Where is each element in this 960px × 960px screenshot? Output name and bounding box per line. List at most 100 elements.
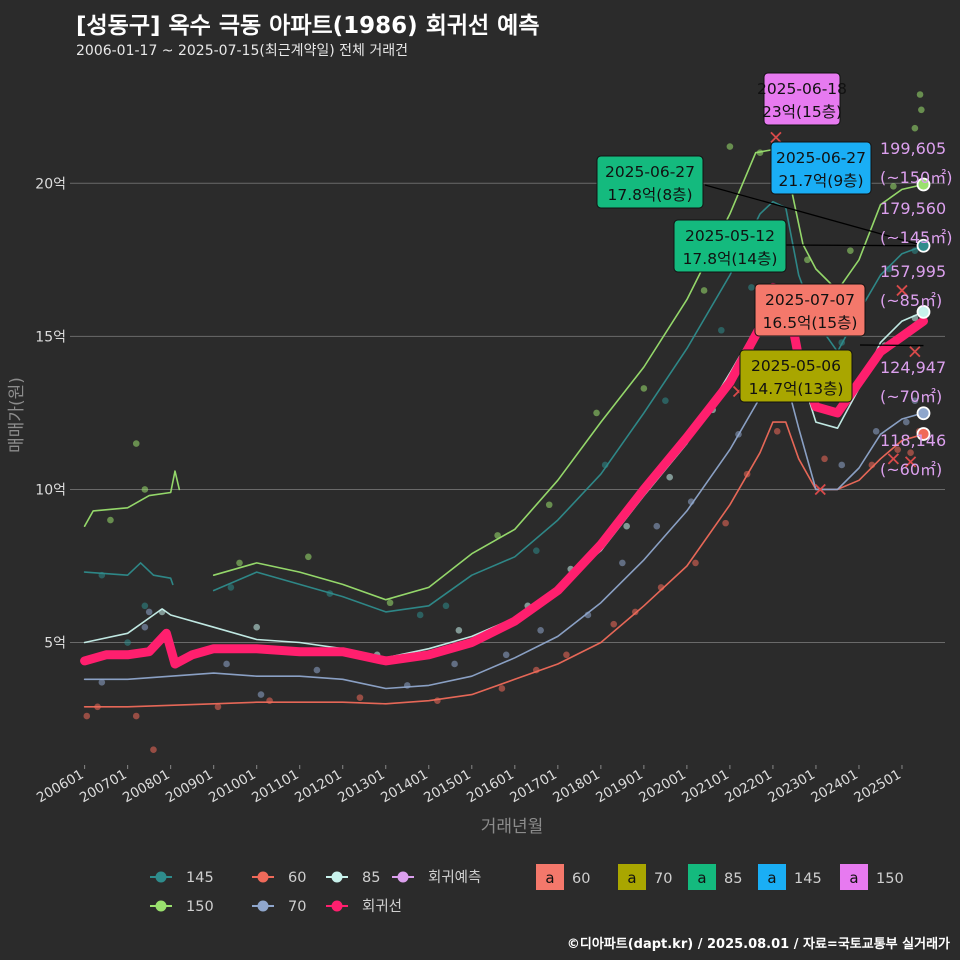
legend-dot-85 (331, 871, 343, 883)
scatter-point-85 (253, 623, 261, 631)
y-tick-label: 5억 (44, 636, 66, 652)
callout-date: 2025-07-07 (765, 291, 855, 309)
y-tick-label: 10억 (35, 482, 66, 498)
scatter-point-70 (872, 427, 880, 435)
scatter-point-60 (773, 427, 781, 435)
legend-label: 145 (794, 871, 822, 887)
series-line-150 (83, 470, 181, 527)
chart-title: [성동구] 옥수 극동 아파트(1986) 회귀선 예측 (76, 13, 540, 39)
legend-label: 150 (186, 899, 214, 915)
scatter-point-70 (141, 623, 149, 631)
scatter-point-145 (416, 611, 424, 619)
prediction-value-label: 179,560 (880, 199, 946, 218)
scatter-point-85 (455, 626, 463, 634)
scatter-point-70 (223, 660, 230, 668)
prediction-area-label: (~85㎡) (880, 291, 942, 310)
legend-label: 회귀선 (362, 898, 402, 915)
scatter-point-150 (141, 486, 149, 493)
scatter-point-145 (533, 547, 540, 554)
legend-box-60 (536, 864, 564, 890)
callout-box-60 (754, 283, 866, 337)
legend-label: 60 (288, 870, 306, 886)
legend-box-glyph: a (767, 869, 776, 887)
scatter-point-70 (98, 679, 106, 686)
y-axis-title: 매매가(원) (7, 377, 27, 453)
scatter-point-150 (640, 385, 648, 392)
scatter-point-60 (563, 651, 570, 659)
scatter-point-150 (593, 409, 600, 417)
legend-label: 150 (876, 871, 904, 887)
scatter-point-150 (911, 124, 919, 132)
prediction-value-label: 199,605 (880, 139, 946, 158)
scatter-point-70 (619, 559, 626, 567)
y-tick-label: 15억 (35, 329, 66, 345)
scatter-point-150 (386, 599, 394, 607)
scatter-point-60 (356, 694, 364, 701)
scatter-point-70 (313, 666, 321, 674)
legend-dot-회귀예측 (397, 871, 409, 883)
legend-box-150 (840, 864, 868, 890)
legend-dot-70 (257, 900, 269, 912)
scatter-point-150 (700, 287, 708, 294)
x-tick-label: 202101 (679, 767, 732, 807)
legend-label: 회귀예측 (428, 869, 481, 886)
legend-dot-회귀선 (331, 900, 343, 912)
scatter-point-150 (804, 256, 811, 264)
x-marker (814, 483, 826, 496)
scatter-point-60 (894, 446, 901, 453)
scatter-point-150 (726, 143, 734, 150)
prediction-value-label: 157,995 (880, 262, 946, 281)
prediction-area-label: (~150㎡) (880, 168, 952, 187)
scatter-point-60 (132, 712, 140, 720)
scatter-point-60 (610, 620, 618, 628)
legend-label: 70 (288, 899, 306, 915)
legend-box-145 (758, 864, 786, 890)
x-tick-label: 202401 (808, 767, 861, 807)
prediction-value-label: 124,947 (880, 358, 946, 377)
series-line-150b (212, 148, 925, 601)
x-axis-title: 거래년월 (481, 817, 544, 837)
end-marker-70 (916, 406, 931, 421)
callout-leader-line (704, 184, 924, 247)
scatter-point-70 (911, 397, 919, 404)
scatter-point-70 (902, 418, 910, 426)
legend-dot-60 (257, 871, 269, 883)
series-line-60 (83, 421, 925, 708)
scatter-point-60 (266, 697, 273, 705)
scatter-point-145 (662, 397, 669, 404)
scatter-point-150 (494, 532, 501, 539)
scatter-point-150 (890, 183, 897, 190)
legend-dot-150 (155, 900, 167, 912)
x-tick-label: 200601 (34, 767, 87, 807)
legend-box-glyph: a (545, 869, 554, 887)
legend-box-70 (618, 864, 646, 890)
prediction-area-label: (~70㎡) (880, 387, 942, 406)
callout-box-70 (739, 349, 853, 403)
scatter-point-60 (821, 455, 828, 463)
legend-box-85 (688, 864, 716, 890)
scatter-point-60 (498, 685, 506, 692)
end-marker-150 (916, 177, 931, 192)
callout-box-85 (596, 155, 704, 209)
series-line-70 (83, 375, 925, 690)
callout-leader-line (784, 244, 924, 247)
end-marker-60 (916, 427, 931, 441)
end-marker-85 (916, 304, 931, 319)
prediction-area-label: (~60㎡) (880, 460, 942, 479)
prediction-area-label: (~145㎡) (880, 228, 952, 247)
scatter-point-145 (748, 284, 755, 291)
scatter-point-60 (692, 559, 699, 567)
scatter-point-150 (236, 559, 243, 567)
x-tick-label: 201501 (421, 767, 474, 807)
scatter-point-150 (305, 553, 312, 561)
legend-label: 70 (654, 871, 672, 887)
legend-dot-145 (155, 871, 167, 883)
scatter-point-150 (918, 106, 925, 114)
scatter-point-145 (124, 639, 131, 646)
scatter-point-70 (451, 660, 458, 668)
callout-date: 2025-06-18 (757, 80, 847, 98)
x-tick-label: 200901 (163, 767, 216, 807)
scatter-point-70 (502, 651, 510, 659)
x-tick-label: 202201 (722, 767, 775, 807)
